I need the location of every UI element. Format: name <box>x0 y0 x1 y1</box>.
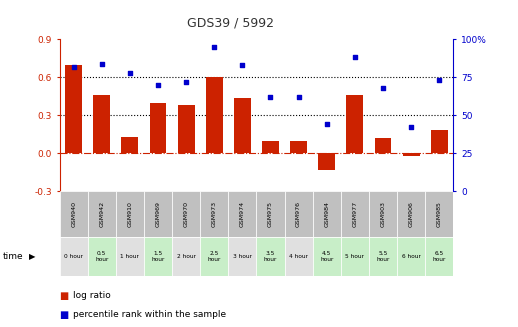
Text: 3 hour: 3 hour <box>233 254 252 259</box>
Bar <box>144 191 172 237</box>
Bar <box>172 191 200 237</box>
Text: time: time <box>3 252 23 261</box>
Point <box>266 95 275 100</box>
Text: 1.5
hour: 1.5 hour <box>151 251 165 262</box>
Bar <box>93 95 110 153</box>
Text: 0.5
hour: 0.5 hour <box>95 251 108 262</box>
Text: 5.5
hour: 5.5 hour <box>376 251 390 262</box>
Bar <box>341 237 369 276</box>
Text: GSM985: GSM985 <box>437 201 442 227</box>
Bar <box>121 137 138 153</box>
Text: 2 hour: 2 hour <box>177 254 196 259</box>
Bar <box>60 191 88 237</box>
Text: 6.5
hour: 6.5 hour <box>433 251 446 262</box>
Text: GSM976: GSM976 <box>296 201 301 227</box>
Bar <box>116 237 144 276</box>
Text: GSM903: GSM903 <box>380 201 385 227</box>
Point <box>294 95 303 100</box>
Bar <box>116 191 144 237</box>
Bar <box>318 153 335 170</box>
Bar <box>65 64 82 153</box>
Bar <box>402 153 420 156</box>
Text: GSM974: GSM974 <box>240 201 245 227</box>
Text: GSM977: GSM977 <box>352 201 357 227</box>
Text: ■: ■ <box>60 310 69 319</box>
Text: GSM906: GSM906 <box>409 201 413 227</box>
Text: GSM975: GSM975 <box>268 201 273 227</box>
Bar <box>228 237 256 276</box>
Text: GSM984: GSM984 <box>324 201 329 227</box>
Bar <box>234 97 251 153</box>
Bar <box>178 105 195 153</box>
Bar <box>60 237 88 276</box>
Bar <box>425 191 453 237</box>
Text: ■: ■ <box>60 291 69 301</box>
Text: ▶: ▶ <box>28 252 35 261</box>
Point <box>126 70 134 75</box>
Text: 3.5
hour: 3.5 hour <box>264 251 277 262</box>
Point <box>154 82 162 88</box>
Bar <box>150 103 166 153</box>
Text: 5 hour: 5 hour <box>346 254 364 259</box>
Bar <box>206 77 223 153</box>
Bar <box>425 237 453 276</box>
Bar <box>290 141 307 153</box>
Point <box>210 44 219 49</box>
Point <box>407 125 415 130</box>
Bar <box>341 191 369 237</box>
Point <box>351 55 359 60</box>
Point <box>238 62 247 68</box>
Bar <box>256 237 284 276</box>
Bar <box>200 191 228 237</box>
Bar <box>375 138 392 153</box>
Text: GSM910: GSM910 <box>127 201 133 227</box>
Point <box>69 64 78 69</box>
Text: GSM940: GSM940 <box>71 201 76 227</box>
Bar <box>431 130 448 153</box>
Bar <box>88 191 116 237</box>
Bar <box>228 191 256 237</box>
Bar <box>347 95 363 153</box>
Bar <box>313 237 341 276</box>
Point <box>97 61 106 66</box>
Point <box>182 79 190 84</box>
Bar <box>284 237 313 276</box>
Bar <box>144 237 172 276</box>
Text: GSM969: GSM969 <box>155 201 161 227</box>
Bar <box>369 191 397 237</box>
Text: percentile rank within the sample: percentile rank within the sample <box>73 310 226 319</box>
Bar <box>88 237 116 276</box>
Bar <box>284 191 313 237</box>
Text: GSM970: GSM970 <box>183 201 189 227</box>
Text: 4.5
hour: 4.5 hour <box>320 251 334 262</box>
Text: GSM942: GSM942 <box>99 201 104 227</box>
Point <box>379 85 387 91</box>
Bar <box>369 237 397 276</box>
Bar <box>256 191 284 237</box>
Text: 2.5
hour: 2.5 hour <box>208 251 221 262</box>
Point <box>323 122 331 127</box>
Bar <box>397 237 425 276</box>
Bar <box>313 191 341 237</box>
Bar <box>200 237 228 276</box>
Text: log ratio: log ratio <box>73 291 110 301</box>
Text: GDS39 / 5992: GDS39 / 5992 <box>187 16 274 29</box>
Text: 0 hour: 0 hour <box>64 254 83 259</box>
Text: 4 hour: 4 hour <box>289 254 308 259</box>
Point <box>435 78 443 83</box>
Bar <box>397 191 425 237</box>
Bar <box>172 237 200 276</box>
Text: 1 hour: 1 hour <box>120 254 139 259</box>
Text: GSM973: GSM973 <box>212 201 217 227</box>
Text: 6 hour: 6 hour <box>401 254 421 259</box>
Bar <box>262 141 279 153</box>
